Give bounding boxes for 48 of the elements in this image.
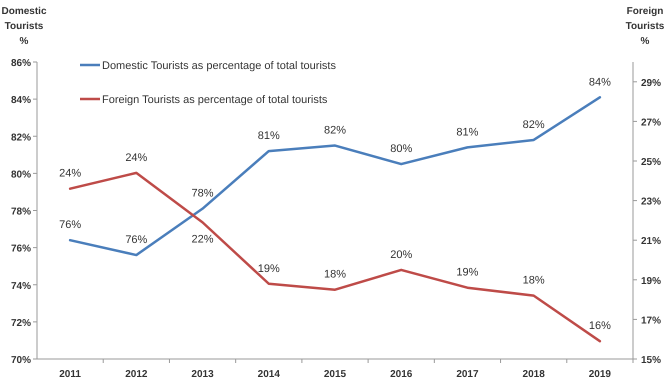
x-tick-label: 2013 xyxy=(191,369,214,380)
legend-label: Domestic Tourists as percentage of total tourists xyxy=(102,60,336,72)
y-axis-title: Domestic Tourists % xyxy=(1,6,47,47)
y2-tick-label: 21% xyxy=(641,236,662,248)
data-label: 19% xyxy=(456,266,479,279)
x-tick-label: 2019 xyxy=(588,369,612,380)
y2-tick-label: 29% xyxy=(641,78,662,89)
data-label: 20% xyxy=(390,248,412,261)
y-tick-label: 86% xyxy=(10,58,32,69)
y2-tick-label: 17% xyxy=(641,315,662,326)
y-tick-label: 82% xyxy=(10,132,32,144)
data-label: 16% xyxy=(588,320,612,332)
data-label: 76% xyxy=(59,219,82,232)
data-label: 82% xyxy=(324,124,346,137)
data-label: 84% xyxy=(588,76,612,88)
y2-tick-label: 15% xyxy=(641,355,662,366)
y2-tick-label: 19% xyxy=(641,276,662,287)
y2-tick-label: 23% xyxy=(641,196,662,208)
data-label: 24% xyxy=(125,152,148,164)
data-label: 81% xyxy=(456,126,479,138)
legend-label: Foreign Tourists as percentage of total tourists xyxy=(102,94,328,106)
x-tick-label: 2018 xyxy=(522,369,546,380)
x-tick-label: 2016 xyxy=(390,369,413,380)
x-tick-label: 2014 xyxy=(258,369,280,380)
y-tick-label: 70% xyxy=(10,355,32,366)
y2-axis-title: Foreign Tourists % xyxy=(626,6,665,47)
x-tick-label: 2015 xyxy=(324,369,347,380)
data-label: 22% xyxy=(192,233,214,246)
data-label: 76% xyxy=(125,234,148,246)
x-tick-label: 2017 xyxy=(456,369,480,380)
data-label: 81% xyxy=(258,130,280,142)
data-label: 19% xyxy=(258,262,280,275)
y-tick-label: 74% xyxy=(10,280,32,292)
x-tick-label: 2012 xyxy=(125,369,148,380)
data-label: 78% xyxy=(192,188,214,200)
y-tick-label: 80% xyxy=(10,169,32,180)
data-label: 80% xyxy=(390,143,412,156)
y-tick-label: 78% xyxy=(10,206,32,218)
data-label: 82% xyxy=(522,118,545,131)
y-tick-label: 76% xyxy=(10,244,32,255)
x-tick-label: 2011 xyxy=(59,369,82,380)
data-label: 18% xyxy=(324,268,346,281)
y2-tick-label: 27% xyxy=(641,117,662,128)
y2-tick-label: 25% xyxy=(641,157,662,168)
y-tick-label: 84% xyxy=(10,95,32,106)
data-label: 18% xyxy=(522,274,545,287)
y-tick-label: 72% xyxy=(10,318,32,329)
data-label: 24% xyxy=(59,168,82,180)
